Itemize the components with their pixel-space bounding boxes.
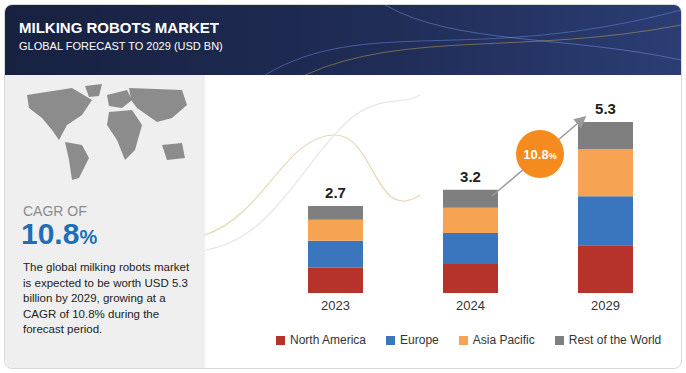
html-text:MILKING ROBOTS MARKET: MILKING ROBOTS MARKET [19, 19, 219, 36]
svg-text:2024: 2024 [456, 298, 485, 313]
html-text:Asia Pacific: Asia Pacific [472, 333, 535, 347]
html-text:Europe: Europe [400, 333, 439, 347]
html-text:North America: North America [290, 333, 366, 347]
svg-text:2029: 2029 [591, 298, 620, 313]
svg-text:3.2: 3.2 [460, 168, 481, 185]
svg-text:10.8%: 10.8% [523, 147, 556, 162]
svg-text:5.3: 5.3 [595, 100, 616, 117]
html-text:10.8%: 10.8% [21, 217, 98, 250]
html-text:Rest of the World: Rest of the World [568, 333, 662, 347]
svg-text:2023: 2023 [321, 298, 350, 313]
svg-text:2.7: 2.7 [325, 184, 346, 201]
html-text:GLOBAL FORECAST TO 2029 (USD B: GLOBAL FORECAST TO 2029 (USD BN) [19, 40, 223, 52]
html-text:The global milking robots mark: The global milking robots market is expe… [23, 261, 190, 335]
html-text:CAGR OF: CAGR OF [23, 203, 87, 219]
